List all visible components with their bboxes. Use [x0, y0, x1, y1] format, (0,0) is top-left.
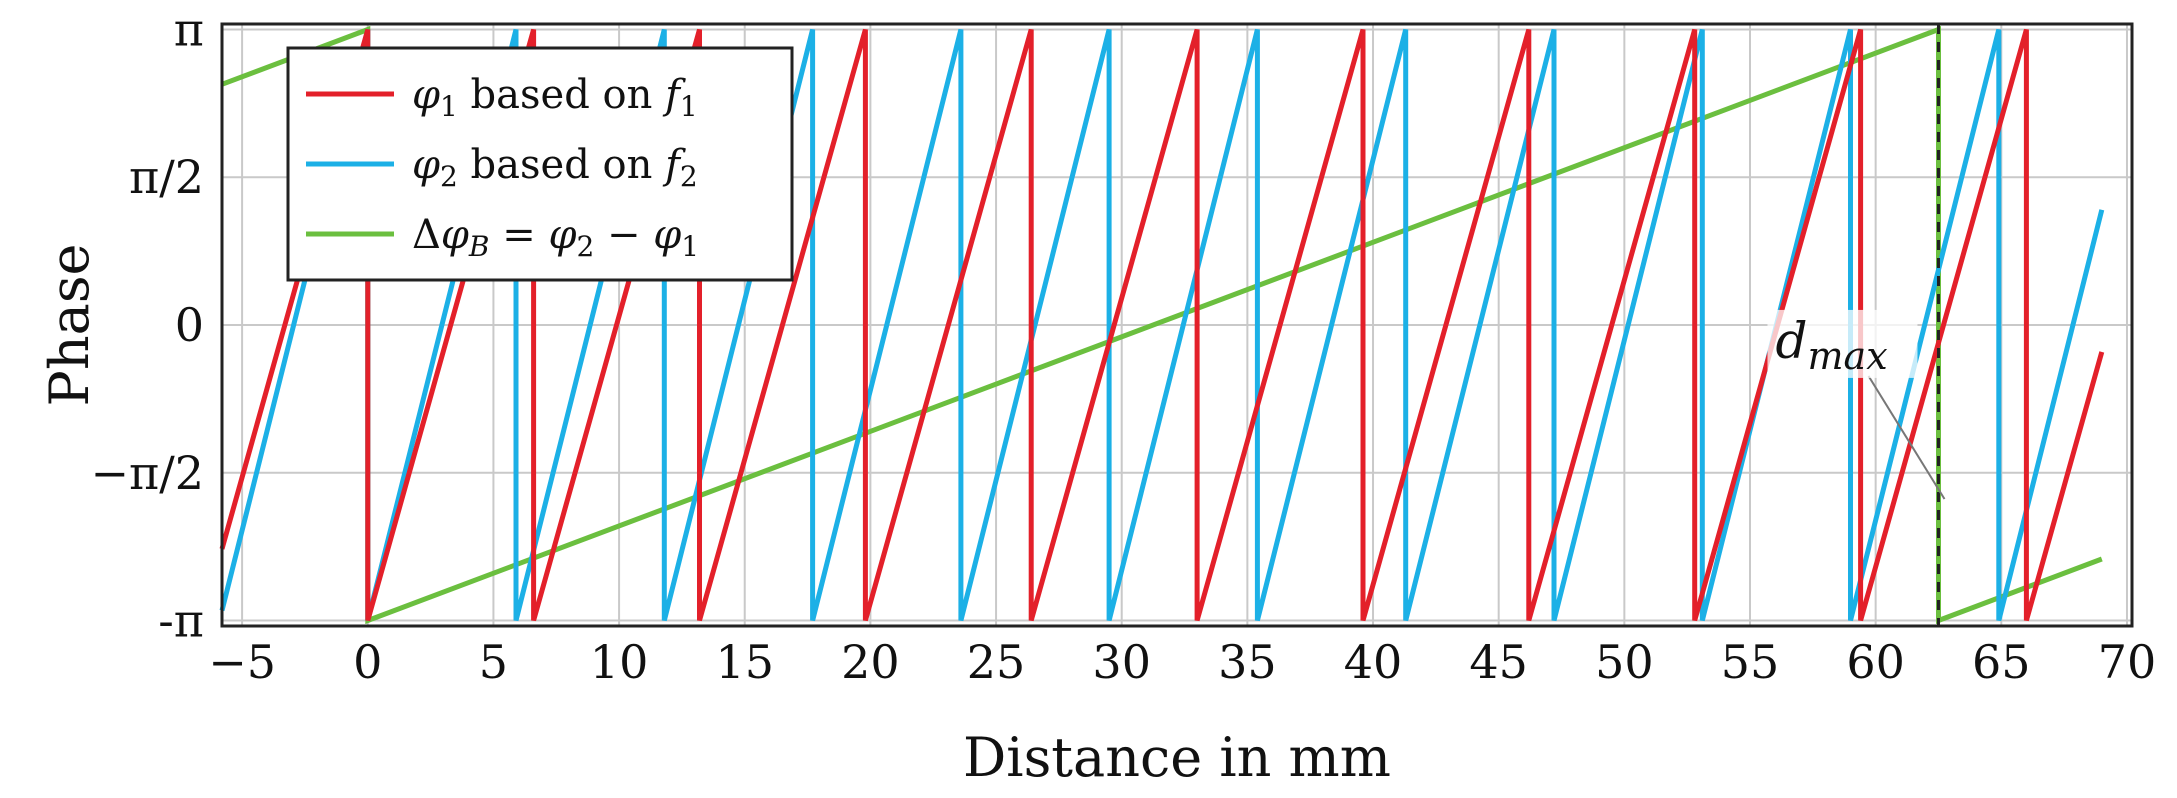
y-tick-label: −π/2	[90, 446, 204, 500]
x-tick-label: 35	[1218, 635, 1277, 689]
x-tick-label: 30	[1092, 635, 1151, 689]
x-tick-label: 40	[1344, 635, 1403, 689]
y-tick-label: -π	[158, 594, 204, 648]
series-group	[219, 25, 2105, 625]
y-tick-label: π	[174, 2, 204, 56]
legend-label-phi2: φ2 based on f2	[412, 142, 698, 193]
legend-label-delta: ΔφB = φ2 − φ1	[412, 212, 699, 263]
dmax-annotation-main: d	[1775, 312, 1807, 370]
x-tick-label: 5	[479, 635, 508, 689]
x-tick-label: 25	[967, 635, 1026, 689]
dmax-annotation-sub: max	[1808, 334, 1888, 378]
dmax-annotation: dmax	[1775, 312, 1887, 378]
y-tick-label: π/2	[129, 150, 204, 204]
plot-frame	[220, 22, 2134, 628]
series-line-phi2	[219, 28, 2105, 622]
x-tick-label: 70	[2098, 635, 2157, 689]
legend: φ1 based on f1 φ2 based on f2 ΔφB = φ2 −…	[286, 46, 794, 282]
tick-labels: −5 0 5 10 15 20 25 30 35 40 45 50 55 60 65 70 -π −π/2 0 π/2…	[90, 2, 2156, 689]
dmax-label-background	[1767, 309, 1918, 378]
y-axis-title: Phase	[38, 244, 101, 407]
x-tick-label: −5	[208, 635, 276, 689]
y-tick-label: 0	[175, 298, 204, 352]
x-tick-label: 15	[715, 635, 774, 689]
series-line-phi1	[219, 28, 2105, 622]
x-axis-title: Distance in mm	[963, 726, 1391, 789]
dmax-leader-line	[1867, 375, 1946, 500]
x-tick-label: 65	[1972, 635, 2031, 689]
x-tick-label: 60	[1846, 635, 1905, 689]
legend-label-phi1: φ1 based on f1	[412, 72, 698, 123]
x-tick-label: 10	[590, 635, 649, 689]
series-line-delta	[221, 25, 2103, 625]
x-tick-label: 20	[841, 635, 900, 689]
x-tick-label: 0	[353, 635, 382, 689]
x-tick-label: 50	[1595, 635, 1654, 689]
x-tick-label: 55	[1721, 635, 1780, 689]
x-tick-label: 45	[1469, 635, 1528, 689]
